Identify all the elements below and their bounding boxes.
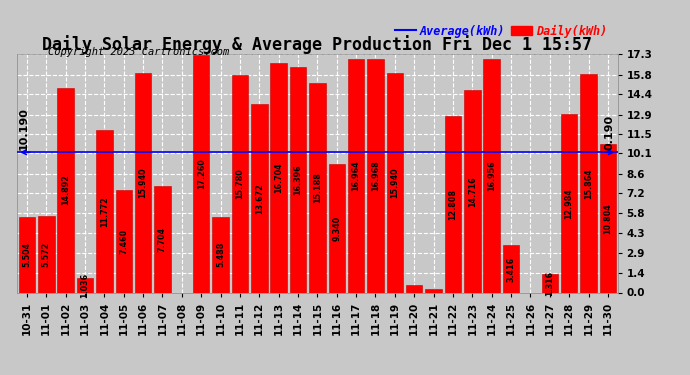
Bar <box>348 59 364 292</box>
Text: 14.892: 14.892 <box>61 175 70 206</box>
Text: 15.780: 15.780 <box>235 168 244 199</box>
Text: 17.260: 17.260 <box>197 158 206 189</box>
Text: 12.808: 12.808 <box>448 189 457 220</box>
Text: 15.864: 15.864 <box>584 168 593 199</box>
Text: 13.672: 13.672 <box>255 183 264 214</box>
Text: 10.190: 10.190 <box>19 107 29 150</box>
Title: Daily Solar Energy & Average Production Fri Dec 1 15:57: Daily Solar Energy & Average Production … <box>42 35 593 54</box>
Text: 12.984: 12.984 <box>564 188 573 219</box>
Legend: Average(kWh), Daily(kWh): Average(kWh), Daily(kWh) <box>390 20 611 42</box>
Bar <box>290 67 306 292</box>
Text: 0.190: 0.190 <box>604 115 615 150</box>
Bar <box>57 87 74 292</box>
Text: 1.316: 1.316 <box>545 271 554 296</box>
Bar <box>445 116 461 292</box>
Text: Copyright 2023 Cartronics.com: Copyright 2023 Cartronics.com <box>48 47 230 57</box>
Bar <box>232 75 248 292</box>
Text: 15.940: 15.940 <box>391 168 400 198</box>
Text: 16.964: 16.964 <box>352 160 361 191</box>
Text: 16.396: 16.396 <box>293 164 302 195</box>
Bar <box>309 84 326 292</box>
Text: 16.968: 16.968 <box>371 160 380 191</box>
Text: 16.956: 16.956 <box>487 160 496 191</box>
Bar <box>270 63 287 292</box>
Bar <box>406 285 422 292</box>
Bar <box>155 186 170 292</box>
Text: 15.188: 15.188 <box>313 172 322 203</box>
Bar <box>193 55 210 292</box>
Bar <box>561 114 578 292</box>
Bar <box>115 190 132 292</box>
Bar <box>328 164 345 292</box>
Bar <box>367 59 384 292</box>
Text: 10.804: 10.804 <box>603 203 612 234</box>
Text: 5.572: 5.572 <box>42 242 51 267</box>
Bar <box>464 90 480 292</box>
Text: 16.704: 16.704 <box>274 162 283 193</box>
Bar <box>484 59 500 292</box>
Bar <box>600 144 616 292</box>
Bar <box>77 278 93 292</box>
Bar <box>38 216 55 292</box>
Text: 3.416: 3.416 <box>506 256 515 282</box>
Text: 7.704: 7.704 <box>158 227 167 252</box>
Bar <box>580 74 597 292</box>
Bar <box>251 104 268 292</box>
Bar <box>135 73 151 292</box>
Text: 7.460: 7.460 <box>119 229 128 254</box>
Bar <box>503 246 520 292</box>
Text: 5.504: 5.504 <box>23 242 32 267</box>
Text: 11.772: 11.772 <box>100 196 109 227</box>
Bar <box>96 130 112 292</box>
Bar <box>425 289 442 292</box>
Text: 9.340: 9.340 <box>333 216 342 241</box>
Bar <box>213 217 229 292</box>
Bar <box>386 73 403 292</box>
Text: 14.716: 14.716 <box>468 176 477 207</box>
Text: 15.940: 15.940 <box>139 168 148 198</box>
Bar <box>19 217 35 292</box>
Text: 1.036: 1.036 <box>81 273 90 298</box>
Text: 5.488: 5.488 <box>216 242 225 267</box>
Bar <box>542 274 558 292</box>
